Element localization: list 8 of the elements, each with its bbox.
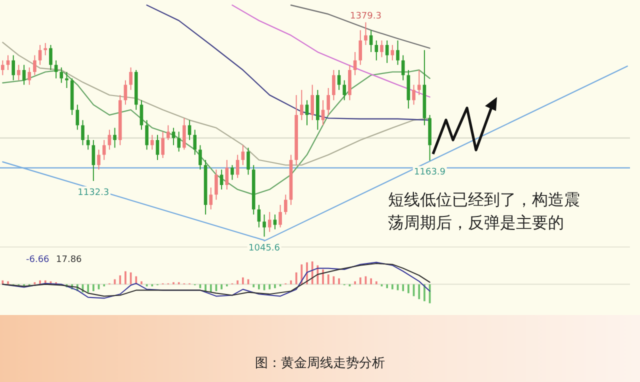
annotation: 1132.3 [78, 188, 110, 198]
annotation: 短线低位已经到了，构造震荡周期后，反弹是主要的 [388, 189, 581, 234]
text: 图：黄金周线走势分析 [255, 356, 385, 371]
annotation: 1379.3 [350, 11, 382, 22]
annotation: 1163.9 [414, 168, 446, 178]
annotation: -6.66 [26, 255, 50, 265]
annotation: 17.86 [56, 255, 82, 265]
annotation: 1045.6 [248, 244, 280, 254]
